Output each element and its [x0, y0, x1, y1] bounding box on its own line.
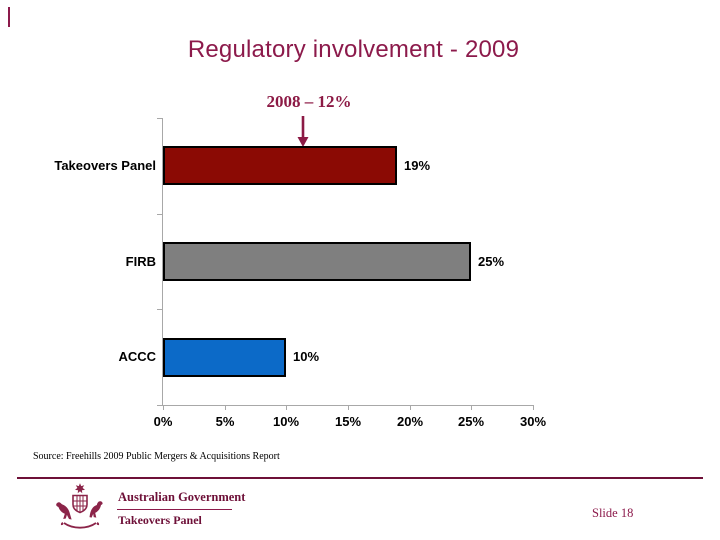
y-axis-line — [162, 118, 163, 405]
x-tick-label-15: 15% — [334, 414, 362, 429]
x-tick-label-10: 10% — [272, 414, 300, 429]
value-label-firb: 25% — [478, 254, 505, 269]
x-axis-tick — [533, 405, 534, 410]
x-axis-tick — [225, 405, 226, 410]
x-axis-tick — [286, 405, 287, 410]
x-tick-label-30: 30% — [519, 414, 547, 429]
value-label-accc: 10% — [293, 349, 320, 364]
value-label-takeovers-panel: 19% — [404, 158, 431, 173]
government-underline — [117, 509, 232, 510]
takeovers-panel-label: Takeovers Panel — [118, 513, 202, 527]
x-axis-tick — [163, 405, 164, 410]
y-axis-tick — [157, 214, 163, 215]
category-label-takeovers-panel: Takeovers Panel — [54, 158, 156, 173]
australian-coat-of-arms-icon — [56, 483, 103, 529]
slide-number: Slide 18 — [592, 506, 634, 520]
bar-firb — [163, 242, 471, 281]
slide-edge-accent — [8, 7, 10, 27]
x-tick-label-5: 5% — [215, 414, 235, 429]
y-axis-tick — [157, 118, 163, 119]
down-arrow-icon — [297, 116, 309, 147]
x-tick-label-25: 25% — [457, 414, 485, 429]
government-label: Australian Government — [118, 490, 246, 504]
slide-title: Regulatory involvement - 2009 — [187, 36, 520, 63]
chart-annotation: 2008 – 12% — [266, 92, 352, 111]
category-label-firb: FIRB — [125, 254, 156, 269]
source-note: Source: Freehills 2009 Public Mergers & … — [33, 451, 280, 462]
x-axis-tick — [471, 405, 472, 410]
category-label-accc: ACCC — [118, 349, 156, 364]
bar-accc — [163, 338, 286, 377]
x-tick-label-0: 0% — [153, 414, 173, 429]
y-axis-tick — [157, 405, 163, 406]
footer-divider — [17, 477, 703, 479]
x-tick-label-20: 20% — [396, 414, 424, 429]
x-axis-tick — [348, 405, 349, 410]
y-axis-tick — [157, 309, 163, 310]
x-axis-tick — [410, 405, 411, 410]
bar-takeovers-panel — [163, 146, 397, 185]
